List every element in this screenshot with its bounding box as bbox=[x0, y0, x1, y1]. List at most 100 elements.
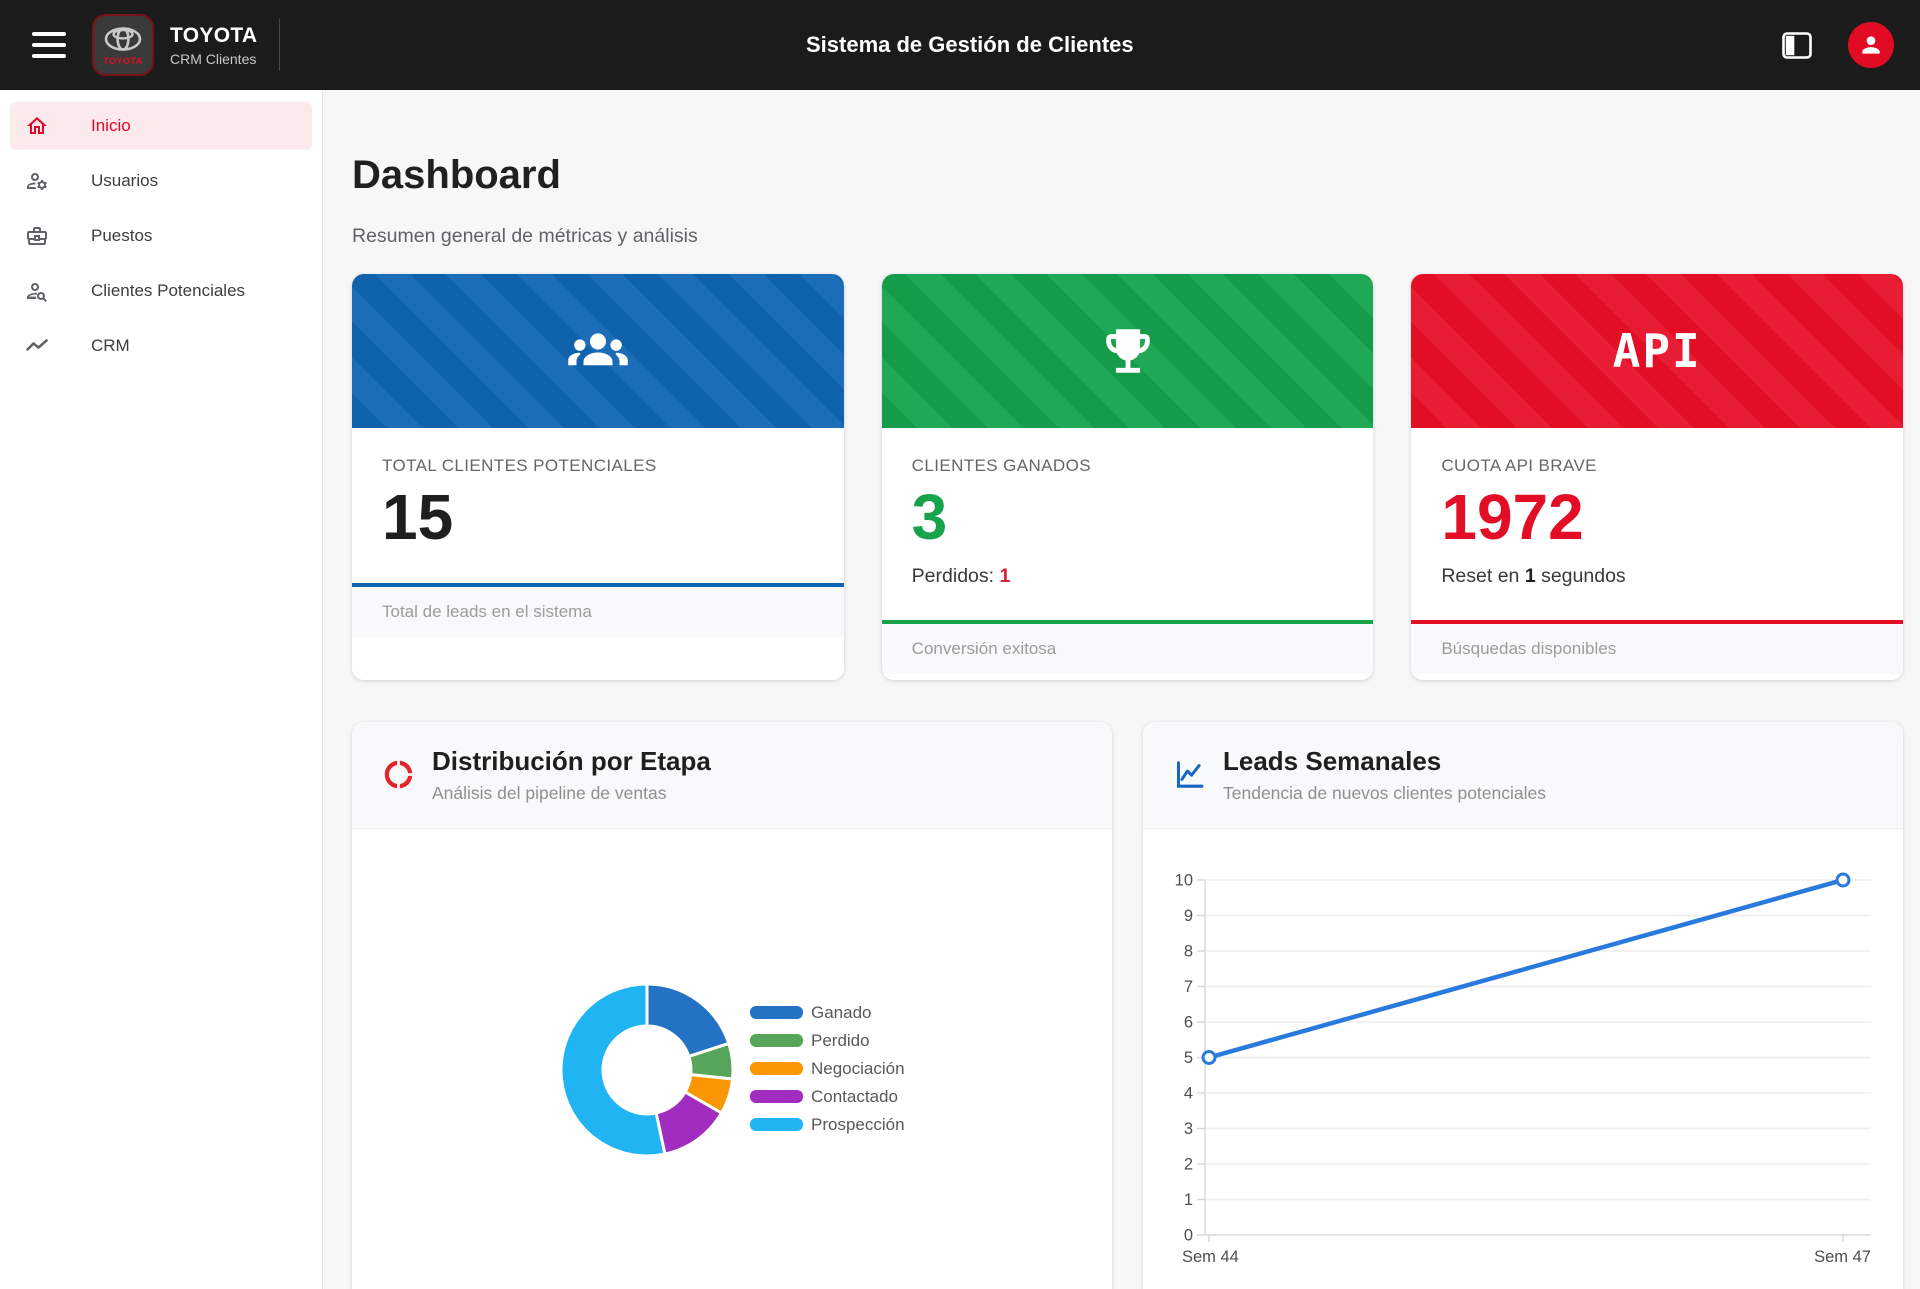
toyota-logo: TOYOTA bbox=[92, 14, 154, 76]
stat-footer: Conversión exitosa bbox=[881, 623, 1374, 674]
stat-card-header-blue bbox=[352, 273, 844, 428]
chart-subtitle: Tendencia de nuevos clientes potenciales bbox=[1223, 782, 1546, 803]
y-tick-label: 3 bbox=[1184, 1120, 1193, 1138]
stat-divider bbox=[1411, 619, 1904, 624]
donut-chart bbox=[559, 982, 735, 1158]
topbar: TOYOTA TOYOTA CRM Clientes Sistema de Ge… bbox=[0, 0, 1920, 90]
legend-item-ganado[interactable]: Ganado bbox=[750, 1003, 905, 1023]
sidebar-item-usuarios[interactable]: Usuarios bbox=[10, 157, 312, 205]
stat-card-body: CLIENTES GANADOS 3 Perdidos: 1 bbox=[882, 428, 1374, 620]
donut-chart-icon bbox=[384, 760, 413, 789]
stat-subvalue: 1 bbox=[999, 564, 1011, 587]
donut-legend: Ganado Perdido Negociación Contactado Prospe… bbox=[750, 1003, 905, 1143]
sidebar-item-inicio[interactable]: Inicio bbox=[10, 102, 312, 150]
main-content: Dashboard Resumen general de métricas y … bbox=[323, 90, 1920, 1289]
brand-block: TOYOTA CRM Clientes bbox=[170, 24, 257, 67]
line-chart-area: 0 1 2 3 4 5 6 7 8 9 10 Sem 44 Sem 47 bbox=[1143, 828, 1903, 1289]
legend-label: Perdido bbox=[811, 1030, 870, 1050]
stat-card-header-green bbox=[881, 273, 1374, 428]
stat-label: CLIENTES GANADOS bbox=[911, 455, 1091, 475]
data-line bbox=[1206, 877, 1846, 1060]
legend-swatch bbox=[750, 1062, 803, 1076]
sidebar-item-crm[interactable]: CRM bbox=[10, 322, 312, 370]
stat-footer: Búsquedas disponibles bbox=[1411, 623, 1904, 674]
legend-label: Ganado bbox=[811, 1002, 872, 1022]
y-tick-label: 6 bbox=[1184, 1013, 1193, 1031]
stat-footer: Total de leads en el sistema bbox=[352, 586, 844, 637]
sidebar-item-label: Inicio bbox=[91, 116, 131, 135]
stat-spacer bbox=[881, 673, 1374, 680]
api-header-text: API bbox=[1612, 323, 1702, 378]
home-icon bbox=[25, 114, 49, 138]
y-tick-label: 5 bbox=[1184, 1049, 1193, 1067]
chart-subtitle: Análisis del pipeline de ventas bbox=[432, 782, 667, 803]
chart-card-header: Distribución por Etapa Análisis del pipe… bbox=[352, 721, 1112, 829]
y-tick-label: 4 bbox=[1184, 1084, 1193, 1102]
data-point-sem-44[interactable] bbox=[1201, 1049, 1217, 1065]
legend-label: Prospección bbox=[811, 1114, 905, 1134]
y-tick-label: 0 bbox=[1184, 1226, 1193, 1244]
toyota-logo-text: TOYOTA bbox=[103, 56, 143, 66]
stat-divider bbox=[352, 582, 844, 587]
trend-line-icon bbox=[25, 334, 49, 358]
y-tick-label: 1 bbox=[1184, 1191, 1193, 1209]
sidebar-item-label: Puestos bbox=[91, 226, 153, 245]
legend-item-perdido[interactable]: Perdido bbox=[750, 1031, 905, 1051]
sidebar-item-clientes-potenciales[interactable]: Clientes Potenciales bbox=[10, 267, 312, 315]
sidebar-item-puestos[interactable]: Puestos bbox=[10, 212, 312, 260]
person-icon bbox=[1862, 36, 1880, 54]
y-tick-label: 7 bbox=[1184, 978, 1193, 996]
user-avatar[interactable] bbox=[1848, 22, 1894, 68]
sidebar-toggle-icon[interactable] bbox=[1782, 31, 1812, 59]
topbar-divider bbox=[279, 19, 281, 71]
page-title: Dashboard bbox=[352, 152, 561, 197]
y-tick-label: 9 bbox=[1184, 907, 1193, 925]
legend-label: Negociación bbox=[811, 1058, 905, 1078]
legend-item-contactado[interactable]: Contactado bbox=[750, 1087, 905, 1107]
legend-swatch bbox=[750, 1006, 803, 1020]
x-tick-label: Sem 47 bbox=[1814, 1248, 1871, 1266]
y-tick-label: 10 bbox=[1175, 871, 1193, 889]
donut-chart-area: Ganado Perdido Negociación Contactado Prospe… bbox=[352, 828, 1112, 1289]
y-tick-label: 2 bbox=[1184, 1155, 1193, 1173]
line-chart-icon bbox=[1176, 761, 1204, 788]
data-point-sem-47[interactable] bbox=[1835, 872, 1851, 888]
stat-label: TOTAL CLIENTES POTENCIALES bbox=[382, 455, 657, 475]
stat-card-body: TOTAL CLIENTES POTENCIALES 15 bbox=[352, 428, 844, 583]
app-title: Sistema de Gestión de Clientes bbox=[805, 32, 1134, 57]
stat-card-total-leads: TOTAL CLIENTES POTENCIALES 15 Total de l… bbox=[352, 273, 844, 680]
stat-value: 3 bbox=[911, 480, 948, 553]
chart-cards-row: Distribución por Etapa Análisis del pipe… bbox=[352, 721, 1903, 1289]
briefcase-icon bbox=[25, 224, 49, 248]
menu-icon[interactable] bbox=[32, 32, 66, 58]
legend-swatch bbox=[750, 1090, 803, 1104]
stat-value: 15 bbox=[382, 480, 454, 553]
chart-card-header: Leads Semanales Tendencia de nuevos clie… bbox=[1143, 721, 1903, 829]
toyota-emblem-icon bbox=[104, 27, 142, 51]
chart-title: Distribución por Etapa bbox=[432, 745, 711, 776]
legend-item-negociación[interactable]: Negociación bbox=[750, 1059, 905, 1079]
stat-label: CUOTA API BRAVE bbox=[1441, 455, 1597, 475]
stat-value: 1972 bbox=[1441, 480, 1584, 553]
user-settings-icon bbox=[25, 169, 49, 193]
stat-cards-row: TOTAL CLIENTES POTENCIALES 15 Total de l… bbox=[352, 273, 1904, 680]
sidebar: Inicio Usuarios Puestos Clientes Potenci… bbox=[0, 90, 323, 1289]
stat-card-header-red: API bbox=[1411, 273, 1904, 428]
sidebar-item-label: Clientes Potenciales bbox=[91, 281, 246, 300]
person-search-icon bbox=[25, 279, 49, 303]
stat-card-body: CUOTA API BRAVE 1972 Reset en 1 segundos bbox=[1411, 428, 1903, 620]
stat-card-clientes-ganados: CLIENTES GANADOS 3 Perdidos: 1 Conversió… bbox=[881, 273, 1374, 680]
chart-header-text: Leads Semanales Tendencia de nuevos clie… bbox=[1223, 746, 1546, 804]
stat-subvalue: 1 bbox=[1524, 564, 1536, 587]
stat-subtext: Perdidos: 1 bbox=[911, 564, 1011, 587]
stat-card-cuota-api: API CUOTA API BRAVE 1972 Reset en 1 segu… bbox=[1411, 273, 1904, 680]
donut-segment-ganado[interactable] bbox=[645, 982, 731, 1058]
donut-segment-prospección[interactable] bbox=[559, 982, 667, 1158]
legend-item-prospección[interactable]: Prospección bbox=[750, 1115, 905, 1135]
chart-header-text: Distribución por Etapa Análisis del pipe… bbox=[432, 746, 711, 804]
x-tick-label: Sem 44 bbox=[1182, 1248, 1239, 1266]
stat-spacer bbox=[352, 636, 844, 680]
chart-card-leads-semanales: Leads Semanales Tendencia de nuevos clie… bbox=[1143, 721, 1903, 1289]
line-chart: 0 1 2 3 4 5 6 7 8 9 10 Sem 44 Sem 47 bbox=[1175, 871, 1871, 1266]
